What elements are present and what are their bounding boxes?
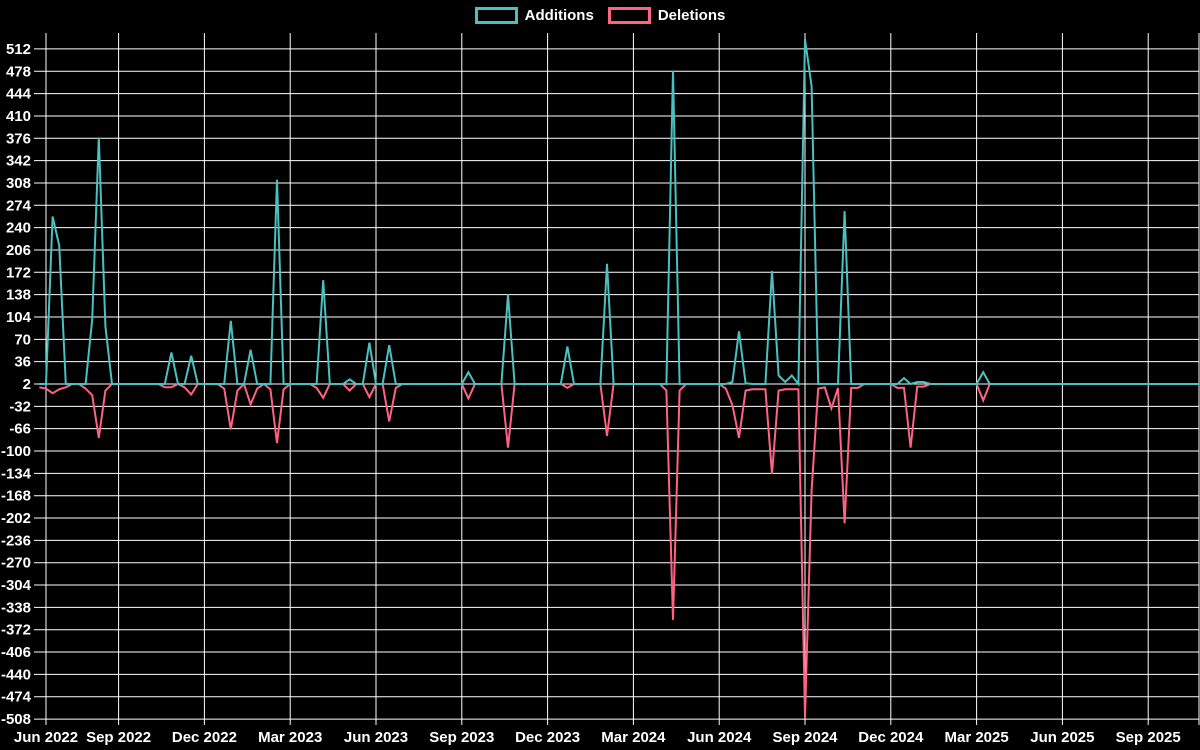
y-axis-tick-label: 104: [6, 309, 32, 326]
legend-label-deletions: Deletions: [657, 7, 726, 24]
y-axis-tick-label: 2: [23, 376, 31, 393]
x-axis-tick-label: Sep 2024: [772, 729, 838, 746]
x-axis-tick-label: Jun 2025: [1030, 729, 1094, 746]
x-axis-tick-label: Jun 2022: [14, 729, 78, 746]
legend-item-deletions[interactable]: Deletions: [607, 7, 726, 24]
y-axis-tick-label: -372: [1, 622, 31, 639]
y-axis-tick-label: 308: [6, 175, 31, 192]
y-axis-tick-label: -66: [9, 421, 31, 438]
x-axis-tick-label: Dec 2024: [858, 729, 924, 746]
y-axis-tick-label: 138: [6, 287, 31, 304]
x-axis-tick-label: Sep 2022: [86, 729, 151, 746]
x-axis-tick-label: Dec 2023: [515, 729, 580, 746]
legend-swatch-additions-icon: [474, 7, 518, 24]
y-axis-tick-label: 70: [14, 331, 31, 348]
legend-swatch-deletions-icon: [607, 7, 651, 24]
legend-item-additions[interactable]: Additions: [474, 7, 594, 24]
x-axis-tick-label: Sep 2025: [1116, 729, 1181, 746]
y-axis-tick-label: -134: [1, 465, 32, 482]
x-axis-tick-label: Mar 2023: [258, 729, 322, 746]
y-axis-tick-label: 410: [6, 108, 31, 125]
additions-line: [39, 38, 1199, 387]
deletions-line: [39, 382, 1199, 718]
x-axis-tick-label: Dec 2022: [172, 729, 237, 746]
y-axis-tick-label: 36: [14, 354, 31, 371]
x-axis-tick-label: Jun 2024: [687, 729, 752, 746]
y-axis-tick-label: -508: [1, 711, 31, 728]
y-axis-tick-label: -168: [1, 488, 31, 505]
y-axis-tick-label: -236: [1, 532, 31, 549]
y-axis-tick-label: -32: [9, 398, 31, 415]
y-axis-tick-label: -440: [1, 666, 31, 683]
x-axis-tick-label: Sep 2023: [429, 729, 494, 746]
x-axis-tick-label: Mar 2024: [601, 729, 666, 746]
x-axis-tick-label: Mar 2025: [944, 729, 1008, 746]
y-axis-tick-label: -406: [1, 644, 31, 661]
y-axis-tick-label: 444: [6, 86, 32, 103]
y-axis-tick-label: 172: [6, 264, 31, 281]
legend-label-additions: Additions: [524, 7, 594, 24]
y-axis-tick-label: -338: [1, 599, 31, 616]
y-axis-tick-label: 512: [6, 41, 31, 58]
y-axis-tick-label: 376: [6, 130, 31, 147]
y-axis-tick-label: 478: [6, 63, 31, 80]
chart-legend: Additions Deletions: [0, 7, 1200, 24]
y-axis-tick-label: -270: [1, 555, 31, 572]
y-axis-tick-label: -100: [1, 443, 31, 460]
x-axis-tick-label: Jun 2023: [344, 729, 408, 746]
y-axis-tick-label: -202: [1, 510, 31, 527]
y-axis-tick-label: 240: [6, 220, 31, 237]
y-axis-tick-label: -304: [1, 577, 32, 594]
y-axis-tick-label: 342: [6, 153, 31, 170]
y-axis-tick-label: 274: [6, 197, 32, 214]
y-axis-tick-label: -474: [1, 689, 32, 706]
y-axis-tick-label: 206: [6, 242, 31, 259]
